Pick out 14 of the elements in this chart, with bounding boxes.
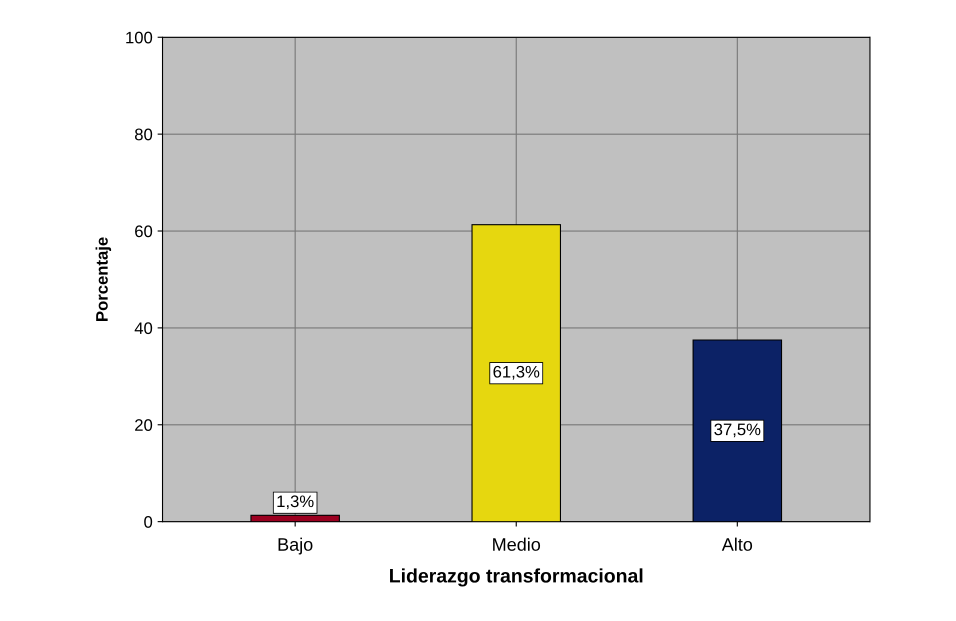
y-tick-label: 20 (135, 419, 152, 431)
x-tick-label: Medio (493, 538, 540, 551)
y-axis-title: Porcentaje (96, 237, 112, 321)
data-label: 37,5% (714, 423, 760, 438)
y-tick-label: 0 (144, 516, 152, 528)
x-tick-label: Bajo (278, 538, 312, 554)
data-label: 61,3% (493, 366, 540, 380)
x-tick-label: Alto (722, 538, 752, 551)
x-axis-title: Liderazgo transformacional (390, 568, 642, 587)
y-tick-label: 60 (135, 225, 152, 238)
data-label: 1,3% (277, 495, 314, 510)
y-tick-label: 100 (126, 32, 152, 44)
y-tick-label: 40 (134, 322, 152, 334)
y-tick-label: 80 (134, 128, 152, 140)
